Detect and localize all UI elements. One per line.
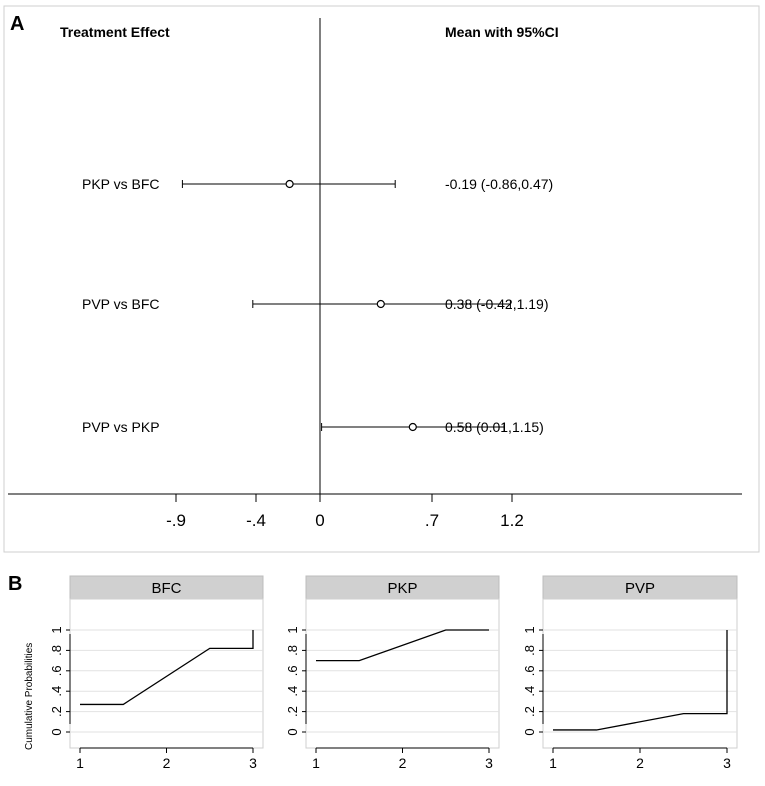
y-tick-label: .8 (285, 645, 300, 656)
panel-label-a: A (10, 13, 24, 35)
x-axis-ticks: -.9 -.4 0 .7 1.2 (166, 494, 524, 530)
row-label: PVP vs PKP (82, 419, 160, 435)
y-tick-label: .6 (522, 665, 537, 676)
cumulative-probability-line (553, 630, 728, 731)
panel-a-frame (3, 5, 760, 553)
y-tick-label: .2 (522, 706, 537, 717)
y-tick-label: .4 (522, 686, 537, 697)
row-label: PKP vs BFC (82, 176, 160, 192)
facet-plot-frame (542, 598, 738, 749)
x-tick-label: 1 (549, 755, 557, 771)
facets: BFC 0 .2 .4 .6 .8 1 1 2 3 PKP 0 .2 .4 .6 .8 1 1 2 3 PVP 0 .2 .4… (49, 575, 738, 771)
row-estimate-text: -0.19 (-0.86,0.47) (445, 176, 553, 192)
forest-row: PVP vs BFC 0.38 (-0.42,1.19) (82, 296, 549, 312)
forest-rows: PKP vs BFC -0.19 (-0.86,0.47) PVP vs BFC 0.… (82, 176, 553, 435)
y-tick-label: 1 (285, 626, 300, 633)
y-tick-label: 0 (49, 728, 64, 735)
y-tick-label: 1 (522, 626, 537, 633)
facet-pvp: PVP 0 .2 .4 .6 .8 1 1 2 3 (522, 575, 738, 771)
right-column-header: Mean with 95%CI (445, 24, 559, 40)
y-tick-label: .4 (49, 686, 64, 697)
x-tick-label: -.4 (246, 511, 266, 530)
x-tick-label: 1.2 (500, 511, 524, 530)
facet-title: PKP (387, 580, 417, 597)
y-tick-label: .2 (49, 706, 64, 717)
x-tick-label: 2 (636, 755, 644, 771)
x-tick-label: -.9 (166, 511, 186, 530)
y-tick-label: 1 (49, 626, 64, 633)
facet-title: PVP (625, 580, 655, 597)
left-column-header: Treatment Effect (60, 24, 170, 40)
facet-plot-frame (69, 598, 264, 749)
forest-plot: A Treatment Effect Mean with 95%CI -.9 -.… (3, 5, 760, 553)
forest-row: PKP vs BFC -0.19 (-0.86,0.47) (82, 176, 553, 192)
facet-plot-frame (305, 598, 500, 749)
y-tick-label: .6 (49, 665, 64, 676)
cumulative-probability-plot: B Cumulative Probabilities BFC 0 .2 .4 .6 .8 1… (8, 573, 738, 771)
y-tick-label: 0 (522, 728, 537, 735)
x-tick-label: 3 (723, 755, 731, 771)
cumulative-probability-line (80, 630, 254, 706)
x-tick-label: 0 (315, 511, 324, 530)
x-tick-label: 3 (485, 755, 493, 771)
x-tick-label: 3 (249, 755, 257, 771)
y-tick-label: .8 (522, 645, 537, 656)
x-tick-label: 2 (163, 755, 171, 771)
x-tick-label: 2 (399, 755, 407, 771)
facet-bfc: BFC 0 .2 .4 .6 .8 1 1 2 3 (49, 575, 264, 771)
row-estimate-text: 0.58 (0.01,1.15) (445, 419, 544, 435)
point-estimate-marker (408, 422, 417, 432)
forest-row: PVP vs PKP 0.58 (0.01,1.15) (82, 419, 544, 435)
panel-label-b: B (8, 573, 22, 595)
y-tick-label: .8 (49, 645, 64, 656)
x-tick-label: 1 (76, 755, 84, 771)
y-tick-label: .6 (285, 665, 300, 676)
row-label: PVP vs BFC (82, 296, 160, 312)
point-estimate-marker (376, 299, 385, 309)
y-tick-label: .2 (285, 706, 300, 717)
facet-title: BFC (152, 580, 182, 597)
facet-pkp: PKP 0 .2 .4 .6 .8 1 1 2 3 (285, 575, 500, 771)
row-estimate-text: 0.38 (-0.42,1.19) (445, 296, 549, 312)
y-tick-label: 0 (285, 728, 300, 735)
x-tick-label: .7 (425, 511, 439, 530)
cumulative-probability-line (316, 629, 489, 662)
y-tick-label: .4 (285, 686, 300, 697)
point-estimate-marker (285, 179, 294, 189)
y-axis-label: Cumulative Probabilities (24, 643, 35, 750)
x-tick-label: 1 (312, 755, 320, 771)
